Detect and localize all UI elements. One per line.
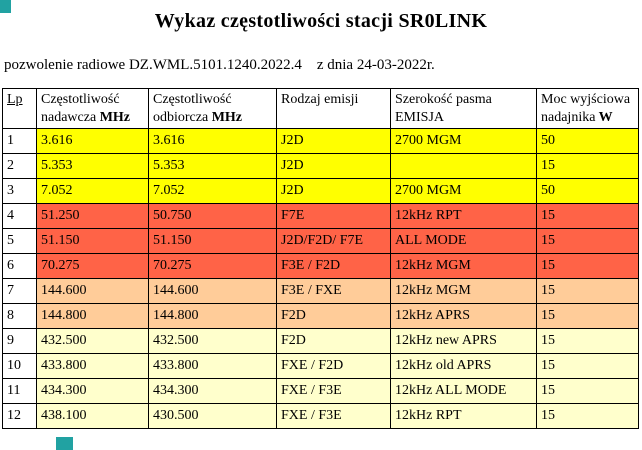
rx-frequency-cell: 50.750	[148, 203, 277, 229]
column-header-output-power: Moc wyjściowa nadajnika W	[536, 88, 639, 129]
lp-cell: 5	[2, 228, 37, 254]
power-cell: 50	[536, 128, 639, 154]
tx-frequency-cell: 434.300	[36, 378, 149, 404]
table-row: 9 432.500 432.500 F2D 12kHz new APRS 15	[2, 328, 639, 354]
emission-cell: F2D	[276, 303, 391, 329]
table-row: 11 434.300 434.300 FXE / F3E 12kHz ALL MODE 1…	[2, 378, 639, 404]
bandwidth-cell: 12kHz old APRS	[390, 353, 537, 379]
bandwidth-cell	[390, 153, 537, 179]
column-header-rx-frequency: Częstotliwość odbiorcza MHz	[148, 88, 277, 129]
table-row: 2 5.353 5.353 J2D 15	[2, 153, 639, 179]
power-cell: 15	[536, 353, 639, 379]
bandwidth-cell: 2700 MGM	[390, 178, 537, 204]
emission-cell: F3E / F2D	[276, 253, 391, 279]
table-row: 12 438.100 430.500 FXE / F3E 12kHz RPT 15	[2, 403, 639, 429]
lp-cell: 2	[2, 153, 37, 179]
emission-cell: J2D/F2D/ F7E	[276, 228, 391, 254]
bandwidth-cell: 12kHz MGM	[390, 253, 537, 279]
lp-cell: 3	[2, 178, 37, 204]
power-cell: 15	[536, 403, 639, 429]
rx-frequency-cell: 3.616	[148, 128, 277, 154]
lp-cell: 9	[2, 328, 37, 354]
table-row: 7 144.600 144.600 F3E / FXE 12kHz MGM 15	[2, 278, 639, 304]
tx-frequency-cell: 51.150	[36, 228, 149, 254]
rx-frequency-cell: 5.353	[148, 153, 277, 179]
bandwidth-cell: 12kHz ALL MODE	[390, 378, 537, 404]
rx-frequency-cell: 434.300	[148, 378, 277, 404]
table-row: 4 51.250 50.750 F7E 12kHz RPT 15	[2, 203, 639, 229]
power-cell: 50	[536, 178, 639, 204]
table-body: 1 3.616 3.616 J2D 2700 MGM 50 2 5.353 5.353 J2D 15…	[2, 128, 639, 429]
table-header-row: Lp Częstotliwość nadawcza MHz Częstotliwoś…	[2, 88, 639, 129]
table-row: 3 7.052 7.052 J2D 2700 MGM 50	[2, 178, 639, 204]
column-header-emission-type: Rodzaj emisji	[276, 88, 391, 129]
emission-cell: FXE / F3E	[276, 403, 391, 429]
page-title: Wykaz częstotliwości stacji SR0LINK	[154, 10, 488, 32]
emission-cell: F7E	[276, 203, 391, 229]
emission-cell: F2D	[276, 328, 391, 354]
table-row: 10 433.800 433.800 FXE / F2D 12kHz old APRS 1…	[2, 353, 639, 379]
power-cell: 15	[536, 278, 639, 304]
emission-cell: J2D	[276, 153, 391, 179]
power-cell: 15	[536, 228, 639, 254]
tx-frequency-cell: 7.052	[36, 178, 149, 204]
tx-frequency-cell: 3.616	[36, 128, 149, 154]
column-header-tx-frequency: Częstotliwość nadawcza MHz	[36, 88, 149, 129]
teal-marker-bottom	[56, 437, 73, 450]
rx-frequency-cell: 144.800	[148, 303, 277, 329]
table-row: 1 3.616 3.616 J2D 2700 MGM 50	[2, 128, 639, 154]
bandwidth-cell: 12kHz APRS	[390, 303, 537, 329]
rx-frequency-cell: 432.500	[148, 328, 277, 354]
power-cell: 15	[536, 303, 639, 329]
bandwidth-cell: 12kHz MGM	[390, 278, 537, 304]
rx-frequency-cell: 144.600	[148, 278, 277, 304]
rx-frequency-cell: 51.150	[148, 228, 277, 254]
column-header-lp: Lp	[2, 88, 37, 129]
permit-line: pozwolenie radiowe DZ.WML.5101.1240.2022…	[4, 57, 435, 73]
power-cell: 15	[536, 153, 639, 179]
emission-cell: J2D	[276, 178, 391, 204]
bandwidth-cell: ALL MODE	[390, 228, 537, 254]
rx-frequency-cell: 70.275	[148, 253, 277, 279]
tx-frequency-cell: 144.600	[36, 278, 149, 304]
rx-frequency-cell: 433.800	[148, 353, 277, 379]
teal-marker-top-left	[0, 0, 11, 13]
emission-cell: FXE / F2D	[276, 353, 391, 379]
lp-cell: 12	[2, 403, 37, 429]
bandwidth-cell: 12kHz new APRS	[390, 328, 537, 354]
emission-cell: J2D	[276, 128, 391, 154]
table-header: Lp Częstotliwość nadawcza MHz Częstotliwoś…	[2, 88, 639, 129]
power-cell: 15	[536, 378, 639, 404]
power-cell: 15	[536, 253, 639, 279]
tx-frequency-cell: 433.800	[36, 353, 149, 379]
lp-cell: 11	[2, 378, 37, 404]
table-row: 5 51.150 51.150 J2D/F2D/ F7E ALL MODE 15	[2, 228, 639, 254]
tx-frequency-cell: 438.100	[36, 403, 149, 429]
lp-cell: 7	[2, 278, 37, 304]
bandwidth-cell: 12kHz RPT	[390, 403, 537, 429]
rx-frequency-cell: 7.052	[148, 178, 277, 204]
lp-cell: 10	[2, 353, 37, 379]
bandwidth-cell: 2700 MGM	[390, 128, 537, 154]
table-row: 8 144.800 144.800 F2D 12kHz APRS 15	[2, 303, 639, 329]
tx-frequency-cell: 5.353	[36, 153, 149, 179]
power-cell: 15	[536, 203, 639, 229]
bandwidth-cell: 12kHz RPT	[390, 203, 537, 229]
rx-frequency-cell: 430.500	[148, 403, 277, 429]
tx-frequency-cell: 70.275	[36, 253, 149, 279]
lp-cell: 1	[2, 128, 37, 154]
tx-frequency-cell: 432.500	[36, 328, 149, 354]
tx-frequency-cell: 51.250	[36, 203, 149, 229]
tx-frequency-cell: 144.800	[36, 303, 149, 329]
emission-cell: F3E / FXE	[276, 278, 391, 304]
lp-cell: 6	[2, 253, 37, 279]
emission-cell: FXE / F3E	[276, 378, 391, 404]
power-cell: 15	[536, 328, 639, 354]
lp-cell: 4	[2, 203, 37, 229]
lp-cell: 8	[2, 303, 37, 329]
table-row: 6 70.275 70.275 F3E / F2D 12kHz MGM 15	[2, 253, 639, 279]
frequency-table: Lp Częstotliwość nadawcza MHz Częstotliwoś…	[2, 88, 639, 429]
column-header-bandwidth: Szerokość pasma EMISJA	[390, 88, 537, 129]
